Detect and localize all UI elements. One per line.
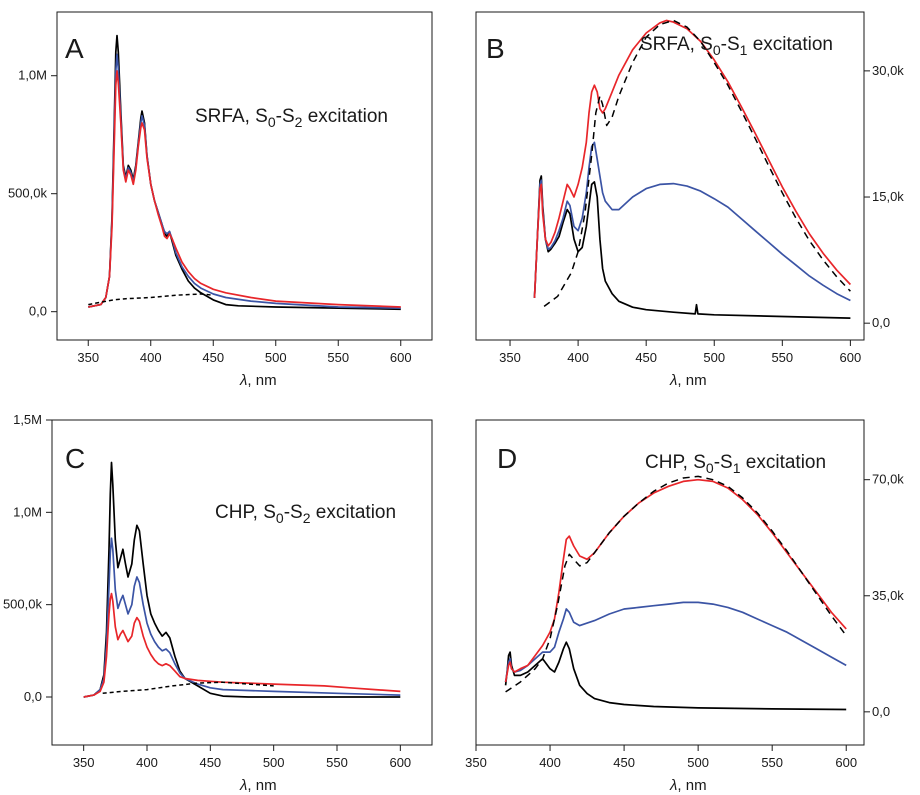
- panel-b-letter: B: [486, 33, 505, 64]
- panel-a-series-4: [88, 293, 214, 306]
- panel-d-series-4: [505, 475, 847, 693]
- panel-c-x-tick-label: 350: [73, 755, 95, 770]
- panel-b-y-tick-label: 15,0k: [872, 189, 904, 204]
- panel-b-series-3: [533, 19, 852, 298]
- panel-d-x-tick-label: 600: [835, 755, 857, 770]
- panel-b-series-2: [533, 141, 851, 302]
- panel-a-y-tick-label: 0,0: [29, 304, 47, 319]
- panel-d-x-tick-label: 350: [465, 755, 487, 770]
- panel-c-title: CHP, S0-S2 excitation: [215, 502, 396, 526]
- panel-a-frame: [56, 11, 433, 341]
- panel-a-y-tick-label: 1,0M: [18, 68, 47, 83]
- panel-a-x-tick-label: 350: [77, 350, 99, 365]
- panel-b-x-tick-label: 350: [499, 350, 521, 365]
- panel-b-x-tick-label: 600: [840, 350, 862, 365]
- panel-c-y-tick-label: 1,0M: [13, 504, 42, 519]
- panel-c-x-axis-label: λ, nm: [239, 777, 277, 794]
- panel-b-x-tick-label: 550: [771, 350, 793, 365]
- panel-a-y-tick-label: 500,0k: [8, 186, 48, 201]
- panel-c-series-3: [83, 592, 401, 698]
- panel-a-title: SRFA, S0-S2 excitation: [195, 106, 388, 130]
- panel-d-y-tick-label: 35,0k: [872, 588, 904, 603]
- panel-b-x-tick-label: 450: [635, 350, 657, 365]
- panel-b-x-axis-label: λ, nm: [669, 372, 707, 389]
- panel-a-x-tick-label: 450: [202, 350, 224, 365]
- panel-d-frame: [475, 419, 865, 746]
- panel-b-series-1: [533, 175, 851, 319]
- panel-c-series-4: [102, 681, 274, 695]
- panel-d-x-axis-label: λ, nm: [669, 777, 707, 794]
- panel-a-series-2: [88, 53, 401, 309]
- panel-a-x-tick-label: 500: [265, 350, 287, 365]
- panel-c-letter: C: [65, 443, 85, 474]
- panel-a-x-tick-label: 400: [140, 350, 162, 365]
- panel-b-title: SRFA, S0-S1 excitation: [640, 34, 833, 58]
- panel-c-y-tick-label: 500,0k: [3, 597, 43, 612]
- panel-b-series-4: [543, 19, 851, 308]
- panel-a-x-tick-label: 600: [390, 350, 412, 365]
- panel-c-x-tick-label: 550: [326, 755, 348, 770]
- panel-d-title: CHP, S0-S1 excitation: [645, 452, 826, 476]
- panel-d-letter: D: [497, 443, 517, 474]
- panel-c-x-tick-label: 500: [263, 755, 285, 770]
- panel-d-series-3: [504, 478, 847, 683]
- panel-a-series-3: [88, 70, 401, 308]
- panel-d-series-2: [504, 601, 847, 683]
- panel-c-x-tick-label: 450: [199, 755, 221, 770]
- panel-b-frame: [475, 11, 865, 341]
- panel-d-x-tick-label: 400: [539, 755, 561, 770]
- panel-d-x-tick-label: 500: [687, 755, 709, 770]
- panel-a-x-tick-label: 550: [327, 350, 349, 365]
- panel-d-y-tick-label: 70,0k: [872, 472, 904, 487]
- panel-d-x-tick-label: 450: [613, 755, 635, 770]
- panel-b-x-tick-label: 500: [703, 350, 725, 365]
- panel-c-series-1: [83, 461, 401, 698]
- panel-a-letter: A: [65, 33, 84, 64]
- panel-c-x-tick-label: 600: [389, 755, 411, 770]
- panel-b-y-tick-label: 30,0k: [872, 63, 904, 78]
- panel-c-y-tick-label: 1,5M: [13, 412, 42, 427]
- panel-b-x-tick-label: 400: [567, 350, 589, 365]
- panel-c-series-2: [83, 537, 401, 698]
- panel-d-x-tick-label: 550: [761, 755, 783, 770]
- panel-d-series-1: [504, 641, 847, 711]
- panel-b-y-tick-label: 0,0: [872, 315, 890, 330]
- panel-c-x-tick-label: 400: [136, 755, 158, 770]
- panel-c-y-tick-label: 0,0: [24, 689, 42, 704]
- panel-d-y-tick-label: 0,0: [872, 704, 890, 719]
- panel-c-frame: [51, 419, 433, 746]
- panel-a-x-axis-label: λ, nm: [239, 372, 277, 389]
